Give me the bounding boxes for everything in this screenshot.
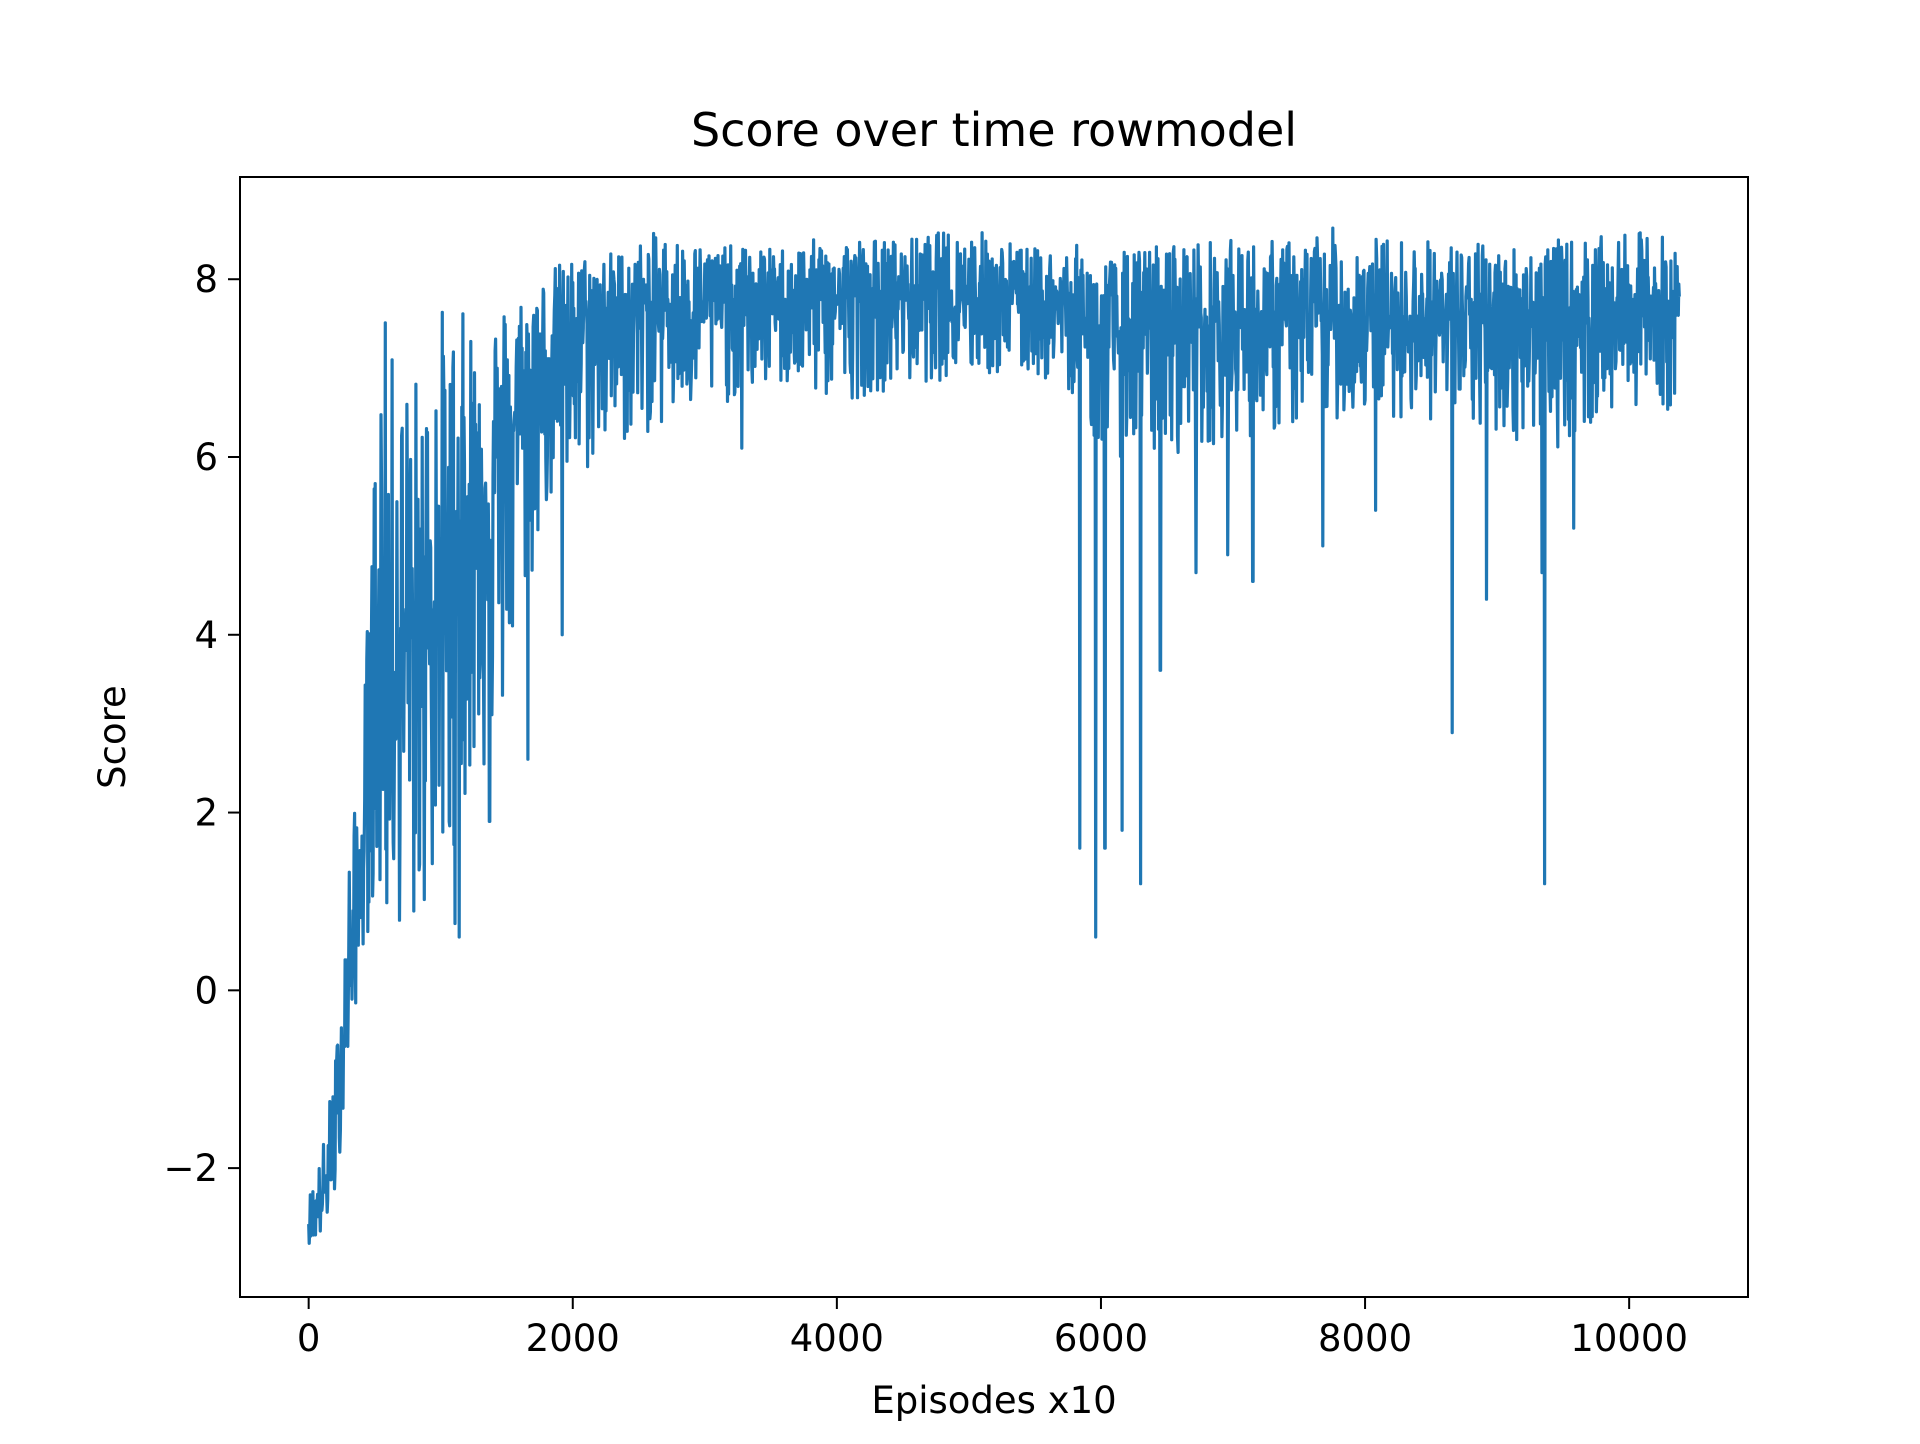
x-tick-label: 2000 [526,1317,620,1360]
x-tick-label: 4000 [790,1317,884,1360]
y-axis-ticks: −2 0 2 4 6 8 [163,258,240,1190]
x-axis-label: Episodes x10 [871,1379,1116,1422]
y-tick-label: 4 [194,614,218,657]
y-tick-label: −2 [163,1147,218,1190]
series-line [307,226,1681,1245]
chart-title: Score over time rowmodel [691,103,1297,157]
x-tick-label: 10000 [1570,1317,1688,1360]
y-axis-label: Score [91,685,134,789]
y-tick-label: 2 [194,792,218,835]
x-tick-label: 6000 [1054,1317,1148,1360]
y-tick-label: 8 [194,258,218,301]
plot-frame [239,176,1749,1298]
x-tick-label: 8000 [1318,1317,1412,1360]
y-tick-label: 6 [194,436,218,479]
y-tick-label: 0 [194,969,218,1012]
x-tick-label: 0 [297,1317,321,1360]
series-layer [307,226,1681,1245]
x-axis-ticks: 0 2000 4000 6000 8000 10000 [297,1297,1688,1360]
